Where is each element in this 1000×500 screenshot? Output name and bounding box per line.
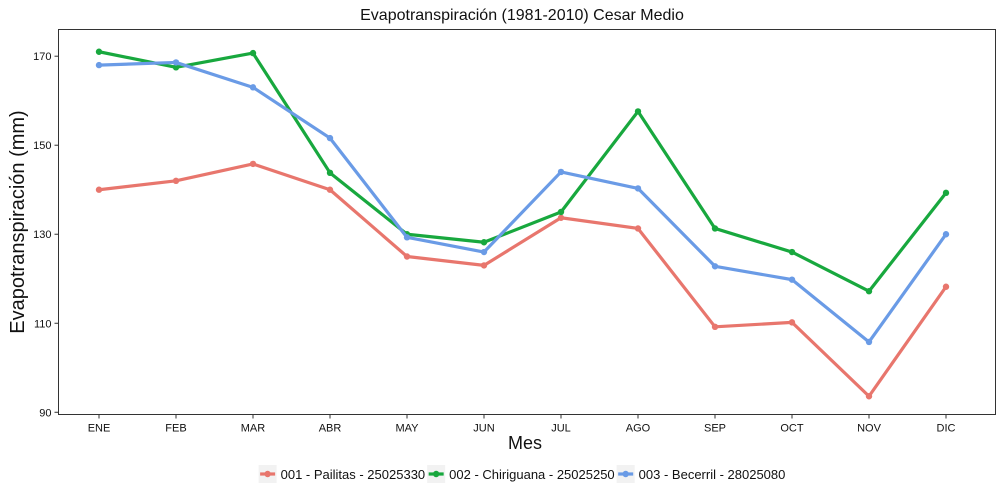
- data-point: [172, 64, 180, 71]
- data-point: [403, 253, 411, 260]
- data-point: [788, 276, 796, 283]
- y-tick-label: 90: [39, 407, 51, 419]
- data-point: [865, 393, 873, 400]
- legend: 001 - Pailitas - 25025330 002 - Chiriguan…: [258, 465, 786, 483]
- x-tick-label: SEP: [704, 423, 726, 435]
- plot-panel: [58, 29, 996, 415]
- y-tick-label: 150: [33, 140, 51, 152]
- series-line: [97, 50, 948, 293]
- x-tick-label: MAR: [241, 423, 266, 435]
- data-point: [172, 59, 180, 66]
- legend-label: 001 - Pailitas - 25025330: [281, 467, 426, 482]
- series-line: [97, 60, 948, 344]
- series-layer: [95, 48, 950, 400]
- y-tick-label: 130: [33, 229, 51, 241]
- data-point: [326, 134, 334, 142]
- x-tick-label: FEB: [165, 423, 186, 435]
- data-point: [480, 239, 488, 246]
- legend-item: 001 - Pailitas - 25025330: [258, 465, 426, 483]
- data-point: [634, 108, 642, 115]
- data-point: [95, 48, 103, 55]
- chart-title: Evapotranspiración (1981-2010) Cesar Med…: [360, 7, 684, 24]
- legend-key-point: [432, 470, 440, 478]
- data-point: [942, 283, 950, 290]
- series-line: [97, 162, 948, 398]
- data-point: [326, 169, 334, 177]
- legend-label: 002 - Chiriguana - 25025250: [449, 467, 615, 482]
- x-tick-label: JUN: [473, 423, 494, 435]
- legend-item: 002 - Chiriguana - 25025250: [427, 465, 615, 483]
- y-tick-label: 110: [34, 318, 52, 330]
- series-3: [95, 59, 950, 346]
- data-point: [95, 186, 103, 193]
- data-point: [557, 208, 565, 216]
- data-point: [249, 84, 257, 91]
- x-tick-label: NOV: [857, 423, 882, 435]
- data-point: [95, 61, 103, 69]
- legend-key-point: [622, 470, 629, 478]
- data-point: [634, 185, 642, 192]
- data-point: [942, 189, 950, 197]
- legend-label: 003 - Becerril - 28025080: [639, 467, 786, 482]
- x-tick-label: MAY: [395, 423, 419, 435]
- data-point: [711, 323, 719, 331]
- data-point: [557, 168, 565, 176]
- x-tick-label: AGO: [626, 423, 651, 435]
- data-point: [249, 160, 257, 168]
- data-point: [865, 338, 873, 346]
- data-point: [865, 288, 873, 295]
- data-point: [403, 234, 411, 241]
- legend-item: 003 - Becerril - 28025080: [616, 465, 786, 483]
- y-axis: 90 110 130 150 170: [33, 51, 59, 419]
- y-axis-title: Evapotranspiración (mm): [7, 110, 29, 333]
- x-tick-label: DIC: [937, 423, 956, 435]
- data-point: [942, 231, 950, 238]
- data-point: [788, 248, 796, 256]
- x-axis: ENE FEB MAR ABR MAY JUN JUL AGO SEP OCT NOV DIC: [88, 414, 956, 435]
- series-1: [95, 160, 950, 400]
- data-point: [249, 49, 257, 57]
- data-point: [480, 262, 488, 269]
- data-point: [326, 186, 334, 193]
- legend-key-point: [264, 470, 271, 478]
- x-tick-label: ABR: [319, 423, 342, 435]
- data-point: [788, 319, 796, 326]
- x-tick-label: OCT: [780, 423, 804, 435]
- data-point: [480, 248, 488, 256]
- data-point: [557, 214, 565, 221]
- y-tick-label: 170: [33, 51, 51, 63]
- data-point: [634, 225, 642, 232]
- x-tick-label: JUL: [551, 423, 571, 435]
- x-tick-label: ENE: [88, 423, 111, 435]
- data-point: [711, 263, 719, 270]
- x-axis-title: Mes: [508, 433, 542, 453]
- data-point: [172, 177, 180, 185]
- data-point: [711, 225, 719, 232]
